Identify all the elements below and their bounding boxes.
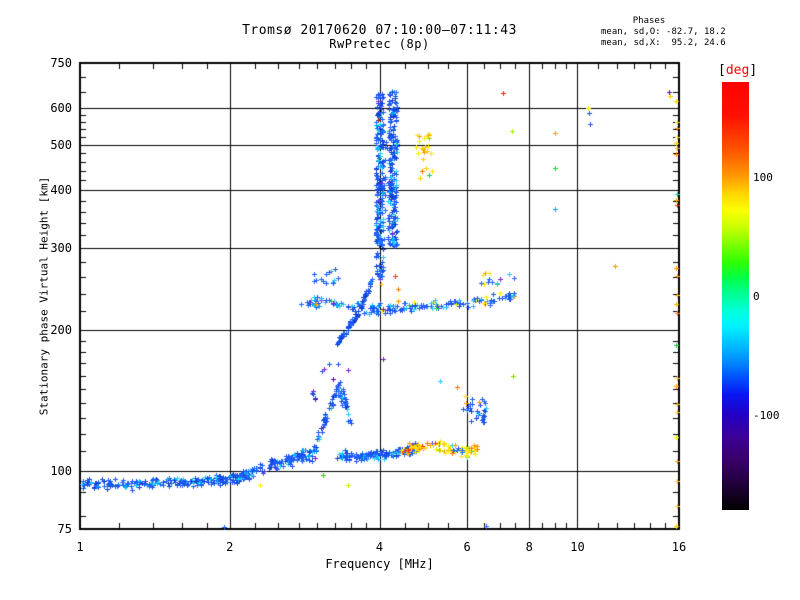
x-tick-label: 10 — [570, 540, 585, 554]
y-tick-label: 750 — [50, 56, 72, 70]
y-tick-label: 200 — [50, 323, 72, 338]
phase-stats-o-mode: mean, sd,O: -82.7, 18.2 — [601, 27, 726, 37]
x-tick-label: 1 — [76, 540, 84, 554]
y-tick-label: 100 — [50, 463, 72, 478]
x-tick-label: 16 — [671, 540, 687, 554]
y-tick-label: 75 — [57, 522, 72, 536]
x-tick-label: 6 — [463, 540, 471, 554]
x-tick-label: 4 — [375, 540, 384, 554]
colorbar-title: [deg] — [718, 63, 757, 78]
x-tick-label: 2 — [226, 540, 234, 554]
phase-stats-heading: Phases — [632, 16, 666, 26]
y-tick-label: 300 — [50, 241, 72, 256]
y-axis-label: Stationary phase Virtual Height [km] — [37, 176, 51, 416]
colorbar-bracket-open: [ — [718, 63, 726, 78]
phase-stats: Phases mean, sd,O: -82.7, 18.2 mean, sd,… — [601, 16, 726, 49]
colorbar-bracket-close: ] — [749, 63, 758, 78]
x-axis-label: Frequency [MHz] — [325, 557, 434, 571]
colorbar-units-label: deg — [725, 63, 750, 78]
x-tick-label: 8 — [525, 540, 533, 554]
y-tick-label: 600 — [50, 101, 72, 116]
plot-title: Tromsø 20170620 07:10:00–07:11:43 — [242, 23, 517, 38]
plot-subtitle: RwPretec (8p) — [329, 37, 430, 51]
colorbar-tick-label: 0 — [753, 290, 760, 303]
phase-stats-x-mode: mean, sd,X: 95.2, 24.6 — [601, 38, 726, 48]
y-tick-label: 400 — [50, 183, 72, 198]
colorbar-gradient — [722, 82, 749, 510]
colorbar-tick-label: 100 — [753, 171, 773, 185]
colorbar-tick-label: -100 — [753, 408, 780, 422]
y-tick-label: 500 — [50, 138, 72, 153]
